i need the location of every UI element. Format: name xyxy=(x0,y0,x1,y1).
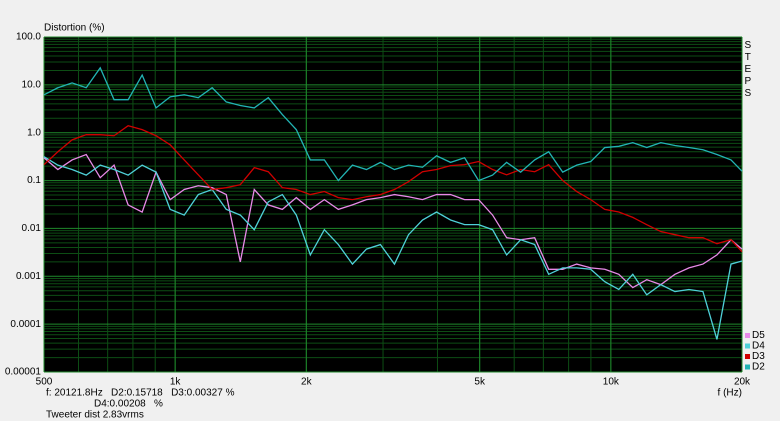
cursor-readout: D4:0.00208 % xyxy=(94,399,163,410)
cursor-readout: f: 20121.8Hz D2:0.15718 D3:0.00327 % xyxy=(46,388,235,399)
plot-area xyxy=(44,37,742,372)
y-tick-label: 100.0 xyxy=(16,32,41,43)
x-tick-label: 20k xyxy=(734,377,751,388)
y-tick-label: 0.0001 xyxy=(10,319,41,330)
y-tick-label: 10.0 xyxy=(22,79,42,90)
y-tick-label: 0.001 xyxy=(16,271,41,282)
legend-label: D3 xyxy=(752,351,765,362)
legend-swatch xyxy=(745,333,750,338)
x-tick-label: 10k xyxy=(603,377,620,388)
legend-swatch xyxy=(745,364,750,370)
y-tick-label: 0.01 xyxy=(22,223,42,234)
legend-label: D2 xyxy=(752,362,765,373)
series-line xyxy=(43,66,743,182)
series-line xyxy=(43,153,743,289)
series-line xyxy=(43,156,743,340)
legend-label: D4 xyxy=(752,341,765,352)
legend-label: D5 xyxy=(752,330,765,341)
x-axis-label: f (Hz) xyxy=(718,388,742,399)
legend-swatch xyxy=(745,354,750,359)
x-tick-label: 1k xyxy=(170,377,182,388)
x-tick-label: 500 xyxy=(36,377,53,388)
y-tick-label: 1.0 xyxy=(27,127,41,138)
y-tick-label: 0.1 xyxy=(27,175,41,186)
y-tick-label: 0.00001 xyxy=(5,367,42,378)
side-label: STEPS xyxy=(742,40,753,100)
series-line xyxy=(43,125,743,253)
y-axis-label: Distortion (%) xyxy=(44,23,105,34)
x-tick-label: 2k xyxy=(301,377,313,388)
x-tick-label: 5k xyxy=(474,377,486,388)
caption: Tweeter dist 2.83vrms xyxy=(46,410,144,421)
legend-swatch xyxy=(745,343,750,349)
